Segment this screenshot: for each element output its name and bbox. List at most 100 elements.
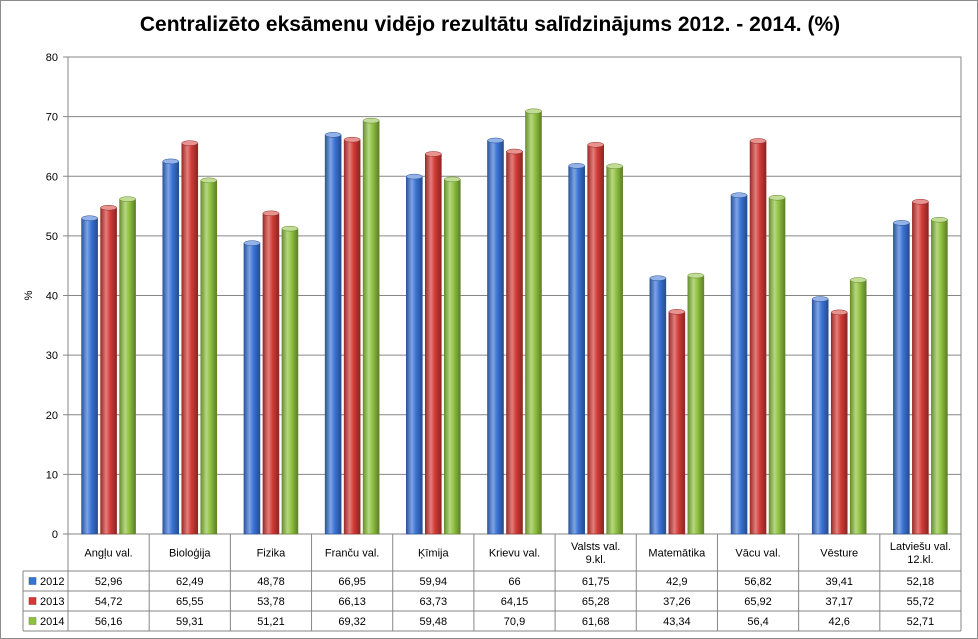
data-table-value: 66,13 bbox=[338, 596, 366, 608]
bar-top-2012 bbox=[730, 192, 748, 198]
data-table-value: 42,6 bbox=[829, 616, 850, 628]
bar-2014 bbox=[687, 275, 705, 535]
bar-top-2013 bbox=[668, 309, 686, 315]
data-table-value: 62,49 bbox=[176, 576, 204, 588]
bar-top-2012 bbox=[81, 215, 98, 221]
bar-2014 bbox=[768, 197, 786, 535]
bar-top-2013 bbox=[749, 138, 767, 144]
bar-top-2012 bbox=[162, 158, 180, 165]
legend-label-2012: 2012 bbox=[40, 576, 64, 588]
bar-2014 bbox=[119, 198, 136, 535]
bar-top-2014 bbox=[444, 176, 461, 183]
data-table-value: 37,17 bbox=[825, 596, 853, 608]
bar-2013 bbox=[912, 201, 929, 535]
y-tick-label: 20 bbox=[46, 410, 58, 422]
bar-2014 bbox=[606, 165, 623, 535]
y-tick-label: 80 bbox=[46, 52, 58, 64]
category-label: Latviešu val. bbox=[890, 541, 951, 553]
data-table-value: 52,18 bbox=[907, 576, 935, 588]
data-table-value: 61,75 bbox=[582, 576, 610, 588]
data-table-value: 52,71 bbox=[907, 616, 935, 628]
bar-top-2013 bbox=[425, 151, 442, 157]
data-table-value: 56,16 bbox=[95, 616, 123, 628]
data-table-value: 48,78 bbox=[257, 576, 285, 588]
category-label: 12.kl. bbox=[907, 554, 933, 566]
category-label: Vācu val. bbox=[735, 548, 780, 560]
y-tick-label: 0 bbox=[52, 529, 58, 541]
bar-top-2014 bbox=[281, 225, 299, 232]
bar-2014 bbox=[849, 279, 867, 535]
bar-top-2014 bbox=[606, 163, 623, 169]
data-table-value: 43,34 bbox=[663, 616, 691, 628]
data-table-value: 54,72 bbox=[95, 596, 123, 608]
data-table-value: 51,21 bbox=[257, 616, 285, 628]
bar-2013 bbox=[181, 142, 199, 535]
bar-2014 bbox=[444, 179, 461, 535]
bar-2013 bbox=[343, 139, 361, 535]
bar-2012 bbox=[487, 140, 504, 535]
data-table-value: 66 bbox=[508, 576, 520, 588]
bar-top-2013 bbox=[262, 210, 280, 217]
bar-2014 bbox=[362, 120, 380, 535]
legend-key-2013 bbox=[28, 597, 37, 605]
bar-top-2014 bbox=[200, 177, 218, 184]
y-tick-label: 60 bbox=[46, 171, 58, 183]
data-table-value: 59,31 bbox=[176, 616, 204, 628]
bar-top-2013 bbox=[181, 140, 199, 146]
bar-top-2014 bbox=[362, 117, 380, 124]
data-table-value: 70,9 bbox=[504, 616, 525, 628]
data-table-value: 65,92 bbox=[744, 596, 772, 608]
data-table-value: 59,48 bbox=[420, 616, 448, 628]
data-table-value: 63,73 bbox=[420, 596, 448, 608]
bar-2013 bbox=[587, 144, 604, 535]
bar-2013 bbox=[262, 213, 280, 535]
bar-2013 bbox=[830, 312, 848, 535]
data-table-value: 52,96 bbox=[95, 576, 123, 588]
bar-top-2013 bbox=[506, 148, 523, 155]
y-tick-label: 50 bbox=[46, 231, 58, 243]
data-table-value: 66,95 bbox=[338, 576, 366, 588]
category-label: Matemātika bbox=[648, 548, 706, 560]
category-label: Ķīmija bbox=[418, 548, 449, 560]
bar-2014 bbox=[200, 180, 218, 535]
bar-2012 bbox=[243, 242, 261, 535]
bar-top-2013 bbox=[587, 142, 604, 148]
bar-top-2014 bbox=[687, 272, 705, 279]
bar-2012 bbox=[406, 176, 423, 535]
category-label: Fizika bbox=[257, 548, 287, 560]
category-label: Krievu val. bbox=[489, 548, 540, 560]
bar-2012 bbox=[324, 134, 342, 535]
legend-key-2014 bbox=[28, 617, 37, 625]
y-axis-label: % bbox=[23, 290, 35, 300]
bar-2012 bbox=[811, 298, 829, 535]
category-label: Franču val. bbox=[325, 548, 379, 560]
bar-top-2014 bbox=[931, 216, 948, 223]
bar-2012 bbox=[730, 194, 748, 535]
bar-top-2014 bbox=[849, 277, 867, 283]
bar-top-2012 bbox=[406, 173, 423, 180]
bar-2012 bbox=[649, 277, 667, 535]
data-table-value: 37,26 bbox=[663, 596, 691, 608]
data-table-value: 64,15 bbox=[501, 596, 529, 608]
data-table-value: 39,41 bbox=[825, 576, 853, 588]
bar-top-2013 bbox=[912, 199, 929, 205]
category-label: Angļu val. bbox=[84, 548, 132, 560]
bar-top-2013 bbox=[830, 309, 848, 316]
data-table-value: 59,94 bbox=[420, 576, 448, 588]
y-tick-label: 40 bbox=[46, 291, 58, 303]
bar-2013 bbox=[506, 151, 523, 535]
legend-key-2012 bbox=[28, 577, 37, 585]
data-table-value: 65,28 bbox=[582, 596, 610, 608]
bar-top-2014 bbox=[525, 108, 542, 115]
bar-2013 bbox=[668, 311, 686, 535]
bar-2012 bbox=[568, 165, 585, 535]
bar-top-2012 bbox=[811, 296, 829, 302]
bar-2014 bbox=[525, 110, 542, 535]
bar-top-2012 bbox=[568, 163, 585, 169]
data-table-value: 61,68 bbox=[582, 616, 610, 628]
category-label: 9.kl. bbox=[586, 554, 606, 566]
bar-top-2014 bbox=[768, 194, 786, 201]
bar-top-2012 bbox=[487, 137, 504, 144]
bar-2013 bbox=[749, 140, 767, 535]
